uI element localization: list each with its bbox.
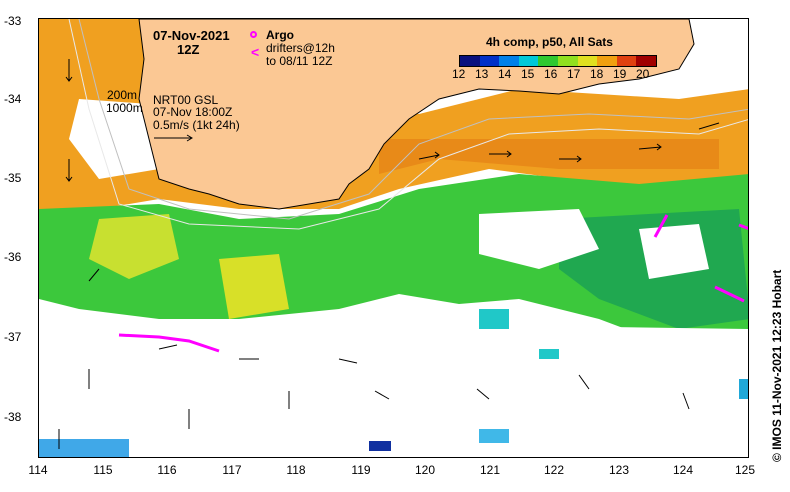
colorbar [459,55,657,67]
argo-label: Argo [266,28,294,42]
currents-scale: 0.5m/s (1kt 24h) [153,118,240,132]
sst-map [38,18,749,458]
lon-label: 125 [734,463,756,477]
colorbar-swatch [616,56,637,66]
colorbar-swatch [479,56,500,66]
cloud-gap [39,319,748,457]
colorbar-ticks: 12 13 14 15 16 17 18 19 20 [452,67,662,81]
lon-label: 117 [222,463,242,477]
argo-icon [250,31,257,38]
cloud-gap [639,224,709,279]
lon-label: 114 [28,463,48,477]
lon-label: 116 [157,463,177,477]
lat-label: -36 [4,250,22,264]
drifter-icon: < [251,44,260,60]
drifter-track [738,223,748,230]
lat-label: -37 [4,330,22,344]
sst-yellow-patch [89,214,179,279]
current-scale-arrow [154,134,193,142]
currents-datetime: 07-Nov 18:00Z [153,105,233,119]
colorbar-tick: 19 [613,67,627,81]
lon-label: 123 [608,463,630,477]
sst-blue-patch [369,441,391,451]
colorbar-tick: 13 [475,67,489,81]
map-date: 07-Nov-2021 [153,28,230,43]
lat-label: -38 [4,410,22,424]
colorbar-swatch [518,56,539,66]
colorbar-tick: 18 [590,67,604,81]
colorbar-tick: 17 [567,67,581,81]
lat-label: -35 [4,171,22,185]
colorbar-tick: 16 [544,67,558,81]
colorbar-swatch [557,56,578,66]
lon-label: 118 [286,463,306,477]
drifter-track [714,285,745,303]
sst-cyan-patch [539,349,559,359]
contour-200m-label: 200m [107,88,138,102]
cloud-gap [479,209,599,269]
drifters-to: to 08/11 12Z [266,54,333,68]
lon-label: 124 [672,463,694,477]
lon-label: 121 [479,463,501,477]
lon-label: 115 [93,463,113,477]
colorbar-tick: 15 [521,67,535,81]
sst-orange-core [379,139,719,174]
lon-label: 122 [543,463,565,477]
colorbar-swatch [499,56,519,66]
colorbar-swatch [538,56,558,66]
colorbar-title: 4h comp, p50, All Sats [486,35,613,49]
colorbar-swatch [636,56,656,66]
contour-1000m [68,19,748,230]
colorbar-tick: 12 [452,67,466,81]
lon-label: 119 [351,463,371,477]
map-time: 12Z [177,42,200,57]
sst-yellow-patch-2 [219,254,289,319]
colorbar-tick: 14 [498,67,512,81]
sst-blue-patch [39,439,129,457]
lat-label: -33 [4,14,22,28]
colorbar-swatch [460,56,480,66]
colorbar-tick: 20 [636,67,650,81]
colorbar-swatch [597,56,617,66]
drifters-label: drifters@12h [266,41,335,55]
current-arrows [58,59,720,449]
sst-blue-patch [739,379,748,399]
lon-label: 120 [414,463,436,477]
drifter-track [118,333,220,353]
cloud-gap [69,99,159,179]
contour-1000m-label: 1000m [106,101,143,115]
imos-credit: © IMOS 11-Nov-2021 12:23 Hobart [770,269,784,462]
currents-source: NRT00 GSL [153,93,219,107]
lat-label: -34 [4,92,22,106]
sst-blue-patch [479,429,509,443]
contour-200m [78,19,748,220]
sst-map-canvas [39,19,748,457]
sst-cyan-patch [479,309,509,329]
drifter-track [653,214,669,238]
colorbar-swatch [577,56,598,66]
